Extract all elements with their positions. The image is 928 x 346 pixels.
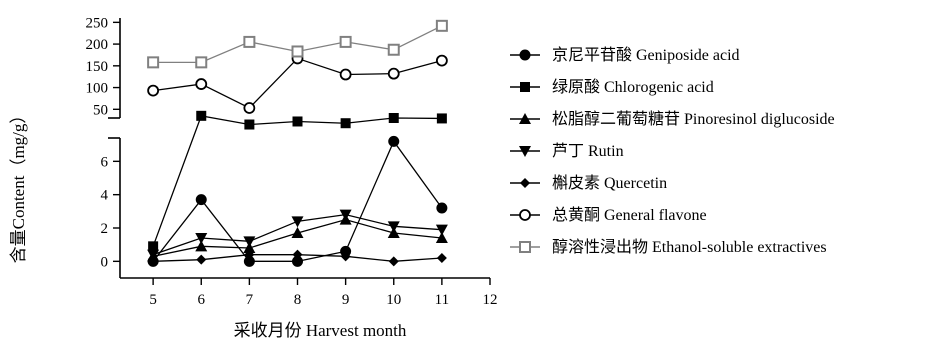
data-point <box>196 254 207 265</box>
data-point <box>387 221 400 233</box>
x-tick-label: 9 <box>342 292 350 308</box>
data-point <box>435 224 448 236</box>
data-point <box>244 119 255 130</box>
data-point <box>339 35 352 48</box>
legend-marker <box>520 82 530 92</box>
legend-item: 京尼平苷酸 Geniposide acid <box>510 46 740 64</box>
series-1 <box>148 110 447 252</box>
x-tick-label: 7 <box>246 292 254 308</box>
x-axis-label: 采收月份 Harvest month <box>234 321 407 340</box>
legend-item: 松脂醇二葡萄糖苷 Pinoresinol diglucoside <box>510 110 835 128</box>
legend-item: 槲皮素 Quercetin <box>510 174 667 192</box>
data-point <box>387 227 400 238</box>
data-point <box>436 253 447 263</box>
data-point <box>292 116 303 127</box>
data-point <box>388 135 400 147</box>
data-point <box>147 84 160 97</box>
legend-label: 槲皮素 Quercetin <box>552 174 667 192</box>
series-5 <box>147 52 448 114</box>
chart-series <box>147 19 448 267</box>
legend-marker <box>520 178 530 188</box>
data-point <box>388 113 399 123</box>
y-tick-label: 2 <box>101 221 109 237</box>
y-tick-label: 6 <box>101 154 109 170</box>
data-point <box>195 78 208 90</box>
y-tick-label: 250 <box>86 15 109 31</box>
data-point <box>340 251 351 262</box>
data-point <box>387 43 400 56</box>
x-tick-label: 11 <box>435 292 449 308</box>
data-point <box>435 232 448 243</box>
x-tick-label: 5 <box>149 292 157 308</box>
data-point <box>436 202 448 214</box>
legend-marker <box>519 113 531 124</box>
chart-axes: 5 6 7 8 9 10 11 12 0 2 4 6 50 100 150 200 250 <box>86 15 498 308</box>
y-axis-label: 含量Content（mg/g） <box>9 107 28 264</box>
chart-legend: 京尼平苷酸 Geniposide acid 绿原酸 Chlorogenic aci… <box>510 46 835 256</box>
legend-marker <box>519 49 531 61</box>
x-tick-label: 6 <box>198 292 206 308</box>
data-point <box>244 249 255 260</box>
legend-item: 芦丁 Rutin <box>510 142 624 160</box>
data-point <box>195 194 207 206</box>
data-point <box>339 209 352 221</box>
legend-marker <box>519 241 531 253</box>
data-point <box>291 227 304 238</box>
data-point <box>291 45 304 58</box>
data-point <box>148 256 159 267</box>
data-point <box>243 35 256 48</box>
y-tick-label: 4 <box>101 188 109 204</box>
legend-item: 总黄酮 General flavone <box>510 206 707 224</box>
x-tick-label: 8 <box>294 292 302 308</box>
x-tick-label: 10 <box>386 292 401 308</box>
y-tick-label: 100 <box>86 81 109 97</box>
series-4 <box>148 249 447 267</box>
legend-label: 绿原酸 Chlorogenic acid <box>552 78 714 96</box>
legend-marker <box>519 146 531 157</box>
series-3 <box>147 209 448 261</box>
data-point <box>435 54 448 67</box>
data-point <box>388 256 399 267</box>
data-point <box>339 68 352 81</box>
legend-marker <box>519 209 531 221</box>
legend-item: 醇溶性浸出物 Ethanol-soluble extractives <box>510 238 827 256</box>
data-point <box>148 241 159 252</box>
data-point <box>147 249 160 261</box>
data-point <box>195 56 208 69</box>
y-tick-label: 50 <box>93 102 108 118</box>
data-point <box>196 110 207 121</box>
series-6 <box>147 19 448 69</box>
data-point <box>436 113 447 124</box>
data-point <box>292 249 303 260</box>
x-tick-label: 12 <box>483 292 498 308</box>
legend-label: 芦丁 Rutin <box>552 142 624 160</box>
y-tick-label: 150 <box>86 59 109 75</box>
data-point <box>291 216 304 228</box>
legend-item: 绿原酸 Chlorogenic acid <box>510 78 714 96</box>
data-point <box>195 233 208 244</box>
legend-label: 醇溶性浸出物 Ethanol-soluble extractives <box>552 238 827 256</box>
data-point <box>435 19 448 32</box>
y-tick-label: 200 <box>86 37 109 53</box>
series-0 <box>147 135 448 267</box>
legend-label: 京尼平苷酸 Geniposide acid <box>552 46 740 64</box>
data-point <box>340 118 351 129</box>
data-point <box>387 67 400 80</box>
legend-label: 松脂醇二葡萄糖苷 Pinoresinol diglucoside <box>552 110 835 128</box>
data-point <box>147 56 160 69</box>
data-point <box>243 236 256 248</box>
data-point <box>243 102 256 114</box>
legend-label: 总黄酮 General flavone <box>552 206 707 224</box>
y-tick-label: 0 <box>101 254 109 270</box>
data-point <box>195 240 208 252</box>
data-point <box>243 242 256 253</box>
